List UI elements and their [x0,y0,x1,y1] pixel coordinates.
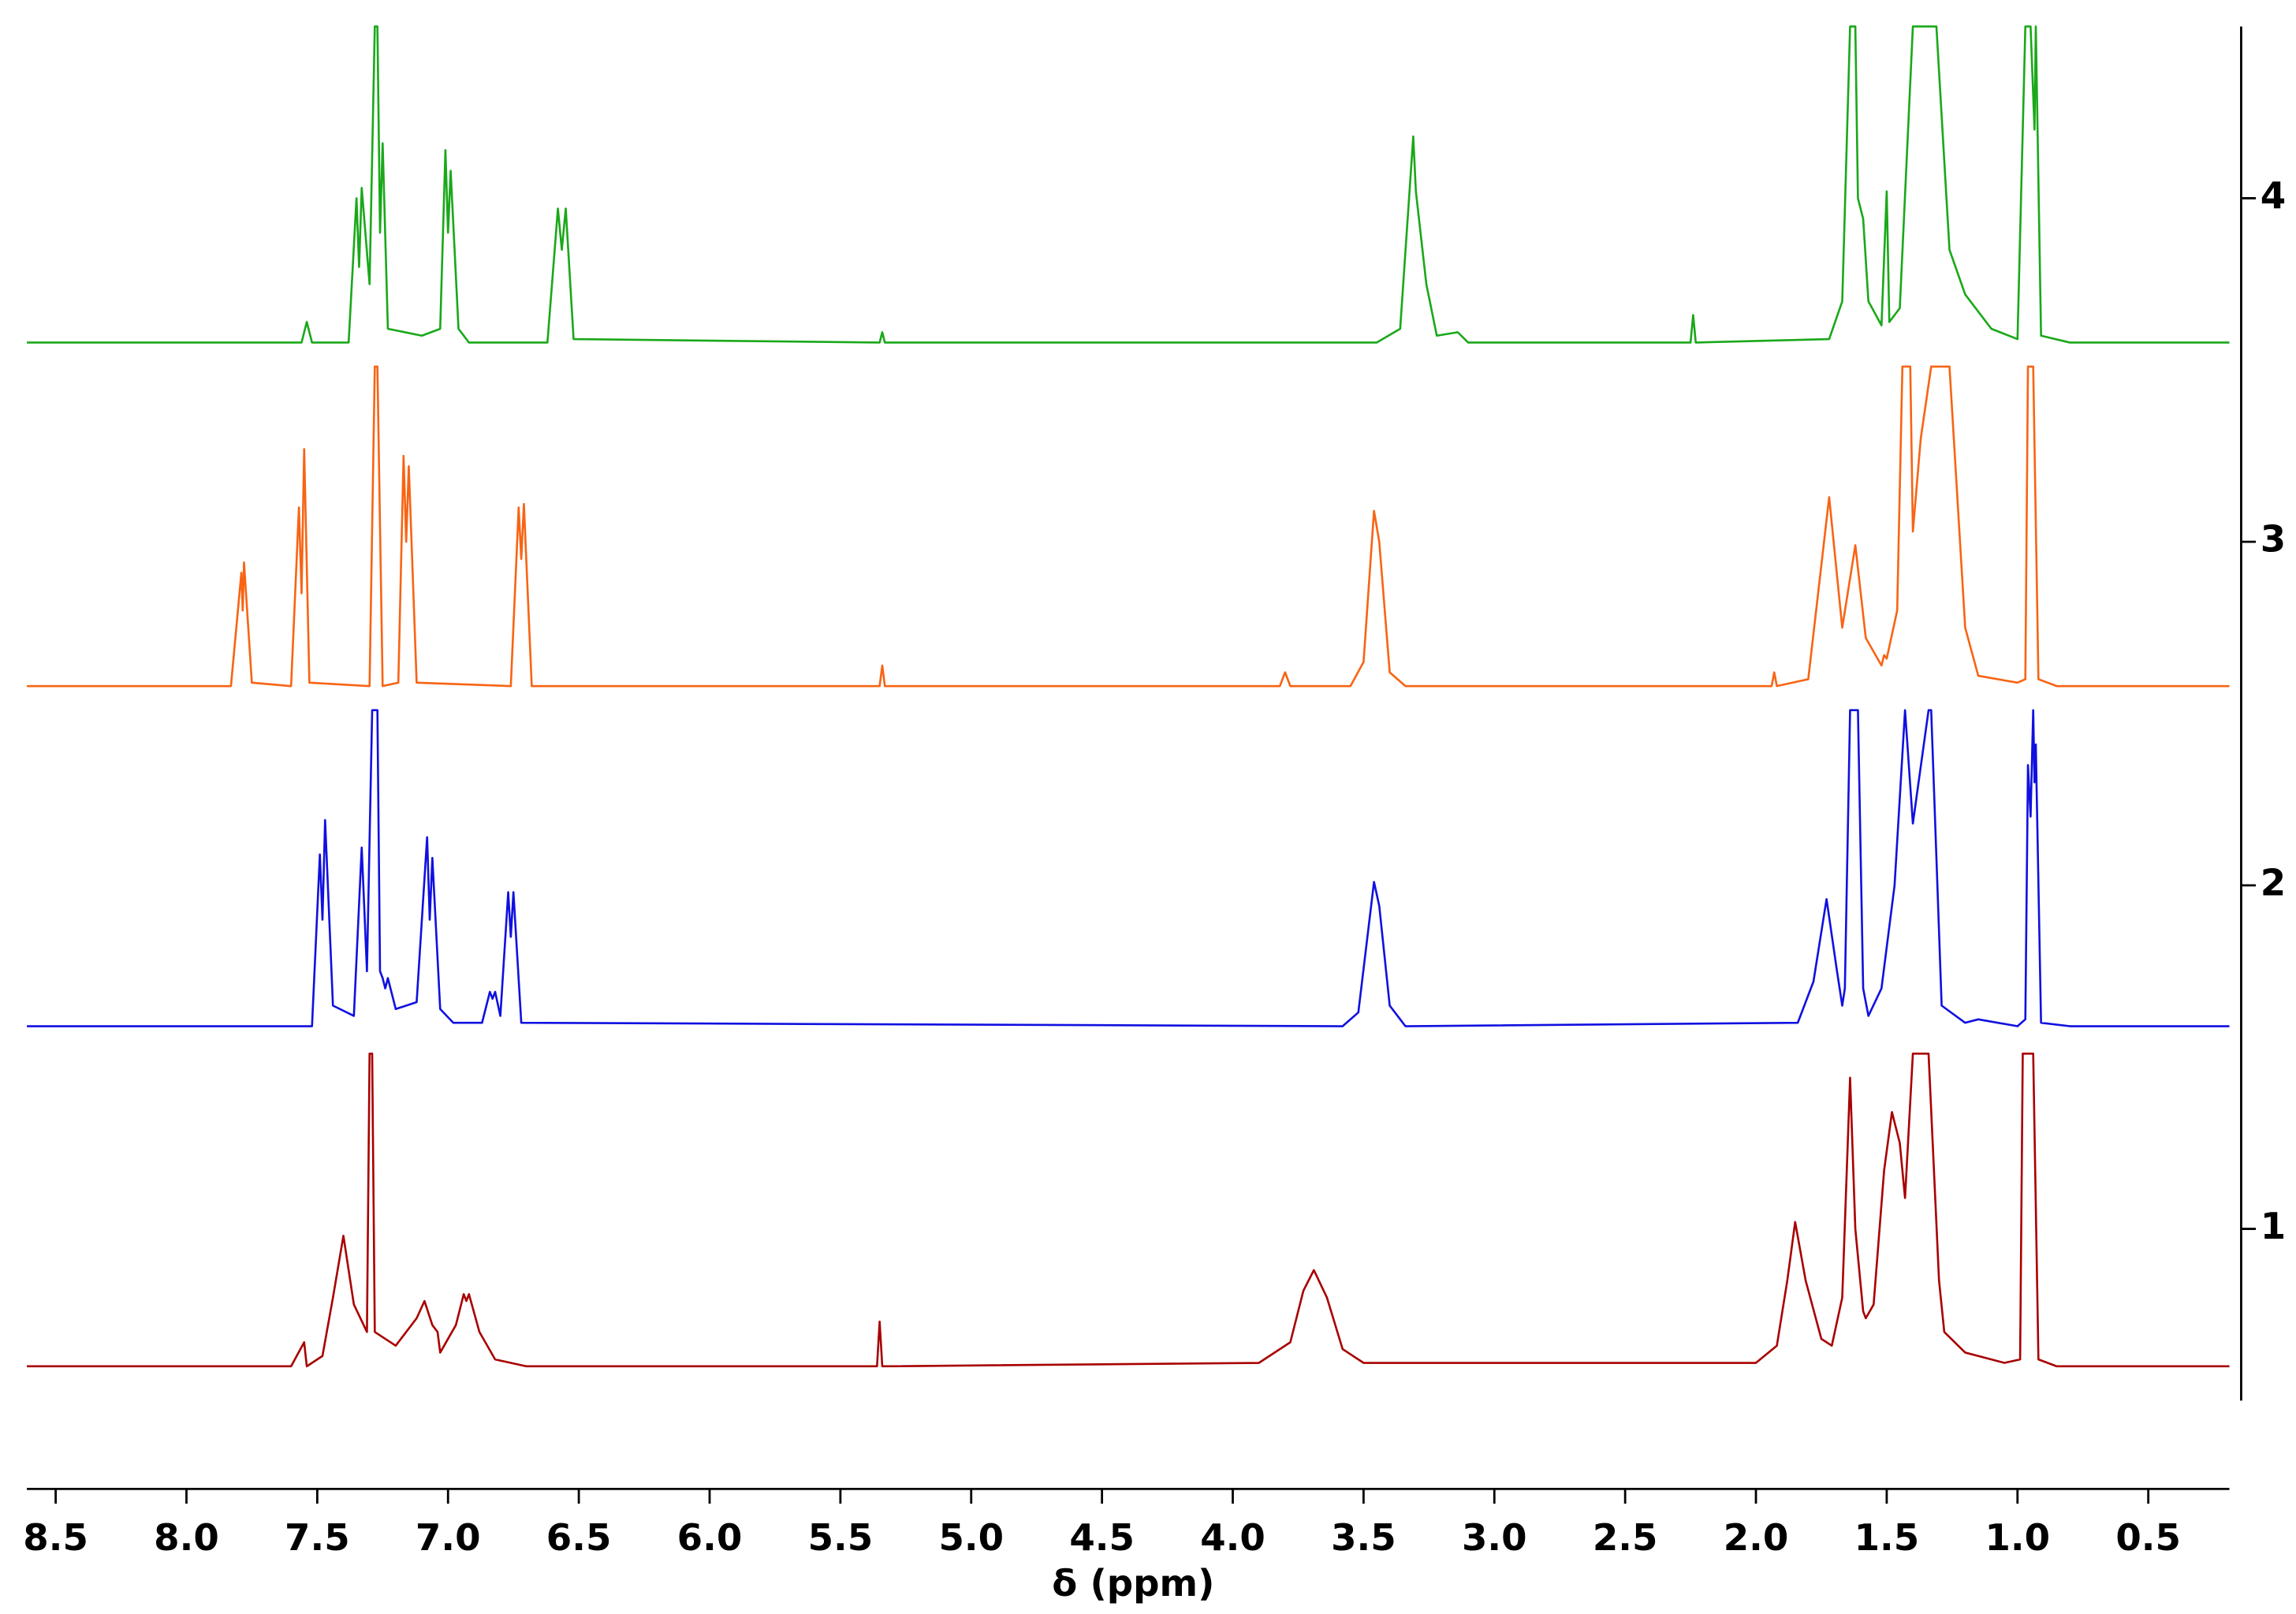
x-tick-label: 6.5 [546,1516,612,1559]
x-tick-label: 4.5 [1069,1516,1135,1559]
spectrum-line [27,25,2230,344]
x-tick-label: 4.0 [1200,1516,1265,1559]
x-tick-label: 3.5 [1331,1516,1396,1559]
x-tick-label: 2.0 [1724,1516,1789,1559]
y-tick-label: 1 [2261,1205,2286,1247]
x-tick-label: 5.5 [808,1516,874,1559]
x-tick-label: 1.5 [1854,1516,1920,1559]
x-tick-label: 8.0 [154,1516,219,1559]
x-tick-label: 7.0 [416,1516,481,1559]
x-tick-label: 7.5 [285,1516,350,1559]
x-tick-label: 5.0 [938,1516,1004,1559]
spectrum-line [27,1053,2230,1368]
x-tick-label: 3.0 [1462,1516,1527,1559]
spectrum-line [27,709,2230,1027]
x-tick-label: 0.5 [2115,1516,2181,1559]
x-tick-label: 2.5 [1593,1516,1658,1559]
x-tick-label: 6.0 [677,1516,743,1559]
y-tick-label: 4 [2261,174,2286,217]
y-tick-label: 3 [2261,518,2286,561]
x-axis-label: δ (ppm) [1052,1562,1214,1605]
x-tick-label: 1.0 [1985,1516,2050,1559]
spectrum-line [27,365,2230,688]
y-tick-label: 2 [2261,861,2286,904]
x-tick-label: 8.5 [23,1516,88,1559]
